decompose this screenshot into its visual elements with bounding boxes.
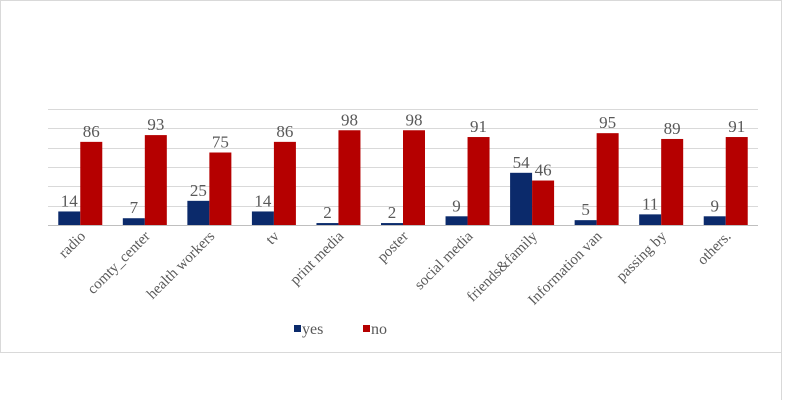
category-label: print media — [287, 228, 347, 288]
bar-no — [532, 180, 555, 225]
bar-no — [467, 137, 490, 225]
category-label: passing by — [614, 228, 671, 285]
value-label-yes: 11 — [642, 194, 658, 213]
bar-no — [725, 137, 748, 225]
legend-swatch-yes — [294, 325, 301, 332]
chart-area-border — [0, 0, 782, 353]
value-label-yes: 25 — [190, 181, 207, 200]
bar-no — [144, 135, 167, 225]
value-label-yes: 2 — [388, 203, 397, 222]
bar-no — [661, 138, 684, 225]
category-label: others. — [695, 229, 735, 269]
value-label-no: 91 — [728, 117, 745, 136]
category-label: health workers — [144, 228, 218, 302]
bar-yes — [316, 223, 339, 225]
value-label-yes: 2 — [323, 203, 332, 222]
value-label-yes: 14 — [61, 191, 79, 210]
bar-yes — [639, 214, 662, 225]
category-label: radio — [56, 229, 89, 262]
value-label-yes: 9 — [452, 196, 461, 215]
bar-no — [338, 130, 361, 225]
value-label-yes: 54 — [513, 153, 531, 172]
value-label-yes: 9 — [710, 196, 719, 215]
bar-no — [209, 152, 232, 225]
value-label-no: 46 — [535, 161, 552, 180]
bar-yes — [510, 172, 533, 225]
category-label: poster — [375, 229, 412, 266]
value-label-no: 86 — [83, 122, 100, 141]
value-label-no: 91 — [470, 117, 487, 136]
category-label: comty_center — [85, 229, 154, 298]
legend: yes no — [294, 321, 387, 338]
value-label-no: 98 — [341, 110, 358, 129]
legend-label-yes: yes — [302, 321, 323, 338]
value-label-no: 98 — [406, 110, 423, 129]
bar-yes — [703, 216, 726, 225]
value-label-yes: 5 — [581, 200, 590, 219]
legend-label-no: no — [371, 321, 387, 338]
bar-yes — [122, 218, 145, 225]
value-label-no: 93 — [147, 115, 164, 134]
value-label-no: 95 — [599, 113, 616, 132]
bar-no — [273, 141, 296, 225]
bar-yes — [187, 200, 210, 225]
bar-yes — [251, 211, 274, 225]
value-label-yes: 14 — [254, 191, 272, 210]
value-label-no: 86 — [276, 122, 293, 141]
bars — [58, 130, 748, 225]
bar-no — [80, 141, 103, 225]
value-label-yes: 7 — [130, 198, 139, 217]
bar-yes — [381, 223, 403, 225]
value-label-no: 75 — [212, 133, 229, 152]
legend-swatch-no — [363, 325, 370, 332]
bar-yes — [574, 220, 597, 225]
value-label-no: 89 — [664, 119, 681, 138]
data-labels: 14 86 7 93 25 75 14 86 2 98 2 98 9 91 54 46 5 95 11 89 9 91 — [61, 110, 745, 222]
bar-no — [403, 130, 425, 225]
category-label: social media — [412, 228, 477, 293]
bar-yes — [445, 216, 468, 225]
bar-yes — [58, 211, 81, 225]
category-label: tv — [263, 228, 283, 248]
bar-no — [596, 133, 619, 225]
